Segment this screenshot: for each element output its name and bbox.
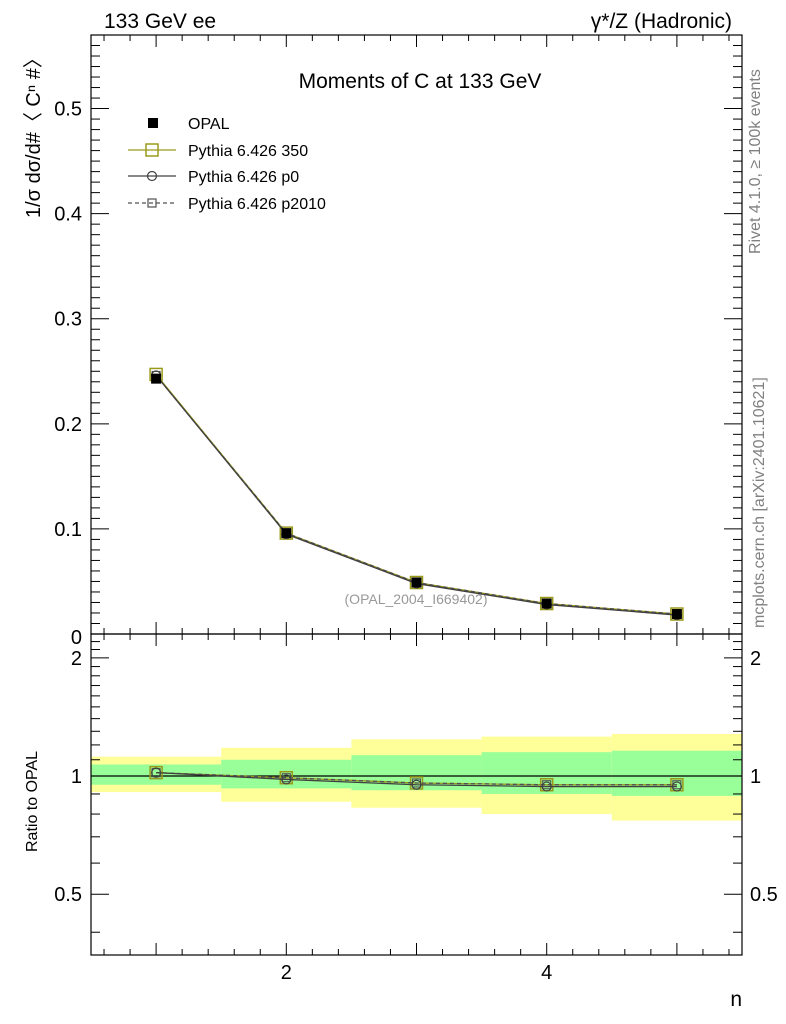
x-axis-label: n [730, 988, 742, 1011]
legend-marker-350 [145, 143, 159, 157]
legend-marker-opal [148, 118, 158, 128]
ratio-series-2-point-4 [541, 781, 552, 792]
legend-label-p0: Pythia 6.426 p0 [188, 169, 299, 186]
mcplots-source-label: mcplots.cern.ch [arXiv:2401.10621] [751, 377, 768, 628]
main-y-tick-label-0.1: 0.1 [54, 519, 82, 541]
ratio-series-2-point-2 [281, 774, 292, 785]
ratio-series-2-point-5 [671, 781, 683, 792]
ratio-panel-marks [149, 765, 684, 792]
ratio-series-3-line [156, 771, 677, 786]
ratio-series-2-point-3 [411, 779, 422, 790]
main-panel-marks [149, 367, 684, 621]
opal-point-3 [411, 577, 422, 588]
ratio-band-inner-4 [481, 752, 612, 794]
ratio-uncertainty-bands [91, 733, 742, 821]
legend-label-opal: OPAL [188, 116, 230, 133]
header-right-label: γ*/Z (Hadronic) [591, 10, 732, 33]
main-y-tick-label-0: 0 [71, 627, 82, 649]
x-tick-label-2: 2 [281, 962, 292, 984]
axis-ticks [91, 35, 742, 955]
opal-point-2 [281, 528, 292, 539]
ratio-y-tick-label-left-1: 1 [71, 766, 82, 788]
ratio-panel-frame [90, 633, 743, 956]
ratio-y-tick-label-right-0.5: 0.5 [750, 884, 778, 906]
main-y-axis-label: 1/σ dσ/d#〈 Cⁿ #〉 [23, 48, 45, 218]
ratio-y-tick-label-right-1: 1 [750, 766, 761, 788]
chart-title: Moments of C at 133 GeV [299, 70, 542, 93]
legend: OPAL Pythia 6.426 350 Pythia 6.426 p0 Py… [128, 116, 326, 213]
opal-point-1 [151, 373, 162, 384]
header-left-label: 133 GeV ee [104, 10, 216, 33]
axis-tick-labels: 2 4 0.1 0.2 0.3 0.4 0.5 0 0.5 0.5 1 1 2 2 [54, 99, 778, 984]
rivet-version-label: Rivet 4.1.0, ≥ 100k events [747, 69, 764, 254]
legend-marker-p0 [146, 170, 158, 182]
ratio-y-tick-label-left-2: 2 [71, 648, 82, 670]
main-y-tick-label-0.3: 0.3 [54, 309, 82, 331]
main-y-tick-label-0.5: 0.5 [54, 99, 82, 121]
main-y-tick-label-0.4: 0.4 [54, 204, 82, 226]
ratio-y-tick-label-left-0.5: 0.5 [54, 884, 82, 906]
legend-label-p2010: Pythia 6.426 p2010 [188, 196, 326, 213]
opal-point-4 [541, 598, 552, 609]
x-tick-label-4: 4 [541, 962, 552, 984]
ratio-series-2-line [156, 771, 677, 788]
legend-label-350: Pythia 6.426 350 [188, 143, 308, 160]
main-y-tick-label-0.2: 0.2 [54, 414, 82, 436]
legend-marker-p2010 [147, 198, 157, 208]
ratio-band-inner-1 [91, 764, 222, 785]
analysis-id-label: (OPAL_2004_I669402) [345, 591, 488, 607]
ratio-y-axis-label: Ratio to OPAL [24, 751, 41, 852]
ratio-series-2-point-1 [151, 767, 162, 778]
opal-point-5 [671, 609, 682, 620]
ratio-y-tick-label-right-2: 2 [750, 648, 761, 670]
